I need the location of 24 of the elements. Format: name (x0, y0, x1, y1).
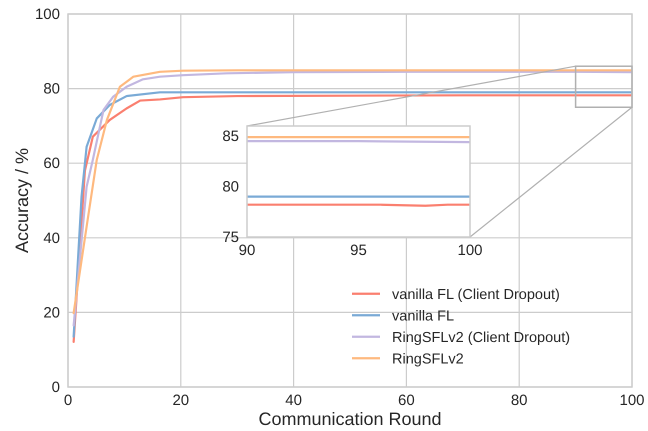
x-tick-label: 20 (172, 392, 190, 409)
y-tick-label: 85 (222, 128, 239, 146)
y-tick-label: 80 (43, 80, 60, 98)
legend-label: RingSFLv2 (392, 351, 464, 368)
x-tick-label: 80 (510, 392, 528, 409)
y-tick-label: 100 (34, 6, 60, 23)
legend-label: RingSFLv2 (Client Dropout) (392, 330, 570, 346)
x-tick-label: 100 (619, 392, 645, 409)
legend-label: vanilla FL (Client Dropout) (392, 286, 560, 303)
y-tick-label: 60 (43, 155, 60, 172)
x-tick-label: 40 (285, 392, 302, 409)
x-tick-label: 60 (398, 392, 415, 409)
x-axis-title: Communication Round (258, 409, 442, 429)
y-tick-label: 75 (222, 229, 239, 246)
x-tick-label: 90 (238, 242, 256, 259)
y-tick-label: 20 (43, 304, 60, 322)
y-axis-title: Accuracy / % (12, 148, 32, 254)
x-tick-label: 95 (350, 242, 367, 259)
x-tick-label: 0 (64, 392, 72, 409)
y-tick-label: 40 (43, 230, 60, 247)
y-tick-label: 80 (222, 178, 239, 196)
y-tick-label: 0 (52, 379, 60, 396)
x-tick-label: 100 (457, 242, 483, 259)
legend-label: vanilla FL (392, 308, 454, 324)
